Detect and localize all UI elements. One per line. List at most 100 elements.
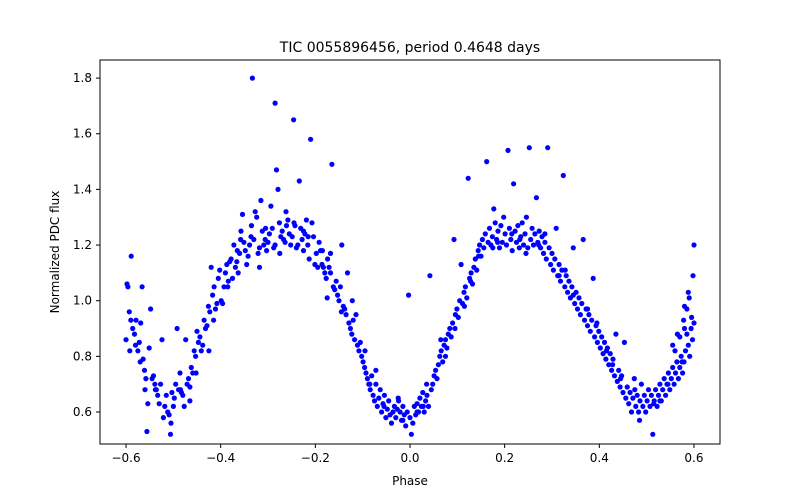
y-tick-label: 0.8 <box>73 349 92 363</box>
data-point <box>637 398 643 404</box>
data-point <box>269 225 275 231</box>
data-point <box>665 381 671 387</box>
data-point <box>634 392 640 398</box>
data-point <box>508 236 514 243</box>
data-point <box>655 392 662 398</box>
data-point <box>414 409 420 415</box>
data-point <box>320 264 326 270</box>
data-point <box>327 250 334 256</box>
data-point <box>636 409 642 415</box>
data-point <box>211 284 217 290</box>
data-point <box>671 381 677 387</box>
data-point <box>155 392 161 398</box>
data-point <box>528 236 534 243</box>
data-point <box>474 267 480 273</box>
data-point <box>577 312 584 318</box>
data-point <box>244 261 250 268</box>
data-point <box>339 242 345 248</box>
data-point <box>543 256 549 262</box>
data-point <box>442 353 449 359</box>
data-point <box>653 387 659 393</box>
data-point <box>496 245 503 251</box>
data-point <box>489 234 495 240</box>
data-point <box>631 376 637 382</box>
data-point <box>502 231 508 237</box>
data-point <box>261 242 267 248</box>
data-point <box>245 253 251 259</box>
data-point <box>433 367 439 373</box>
data-point <box>400 417 406 423</box>
data-point <box>644 398 650 404</box>
data-point <box>251 236 257 243</box>
data-point <box>225 278 231 284</box>
data-point <box>258 197 264 204</box>
data-point <box>408 431 414 437</box>
data-point <box>613 331 619 337</box>
data-point <box>479 236 485 243</box>
data-point <box>288 242 294 248</box>
data-point <box>383 415 389 421</box>
data-point <box>685 289 691 295</box>
data-point <box>420 403 426 409</box>
data-point <box>235 270 241 276</box>
data-point <box>458 261 464 268</box>
data-point <box>152 387 158 393</box>
data-point <box>562 267 568 273</box>
data-point <box>481 245 487 251</box>
data-point <box>670 364 676 371</box>
data-point <box>451 236 457 243</box>
data-point <box>272 242 278 248</box>
data-point <box>163 392 169 398</box>
data-point <box>206 348 212 354</box>
data-point <box>238 228 244 234</box>
data-point <box>144 428 150 435</box>
data-point <box>133 317 139 323</box>
data-point <box>193 370 199 376</box>
data-point <box>468 278 474 284</box>
x-tick-label: −0.2 <box>301 451 330 465</box>
data-point <box>427 273 433 279</box>
data-point <box>371 398 378 404</box>
chart-title: TIC 0055896456, period 0.4648 days <box>279 40 540 56</box>
data-point <box>465 175 471 181</box>
data-point <box>499 239 505 245</box>
data-point <box>142 387 148 393</box>
data-point <box>231 242 237 248</box>
data-point <box>468 270 474 276</box>
data-point <box>198 348 204 354</box>
data-point <box>185 376 192 382</box>
y-axis-label: Normalized PDC flux <box>48 191 62 314</box>
data-point <box>148 306 154 312</box>
data-point <box>167 431 174 437</box>
data-point <box>195 339 201 345</box>
data-point <box>350 317 356 323</box>
data-point <box>373 367 379 373</box>
data-point <box>315 264 321 270</box>
data-point <box>228 256 234 262</box>
data-point <box>282 239 288 245</box>
data-point <box>681 303 688 309</box>
data-point <box>160 415 166 421</box>
data-point <box>536 228 542 234</box>
data-point <box>685 342 691 348</box>
data-point <box>300 248 307 254</box>
data-point <box>319 248 325 254</box>
data-point <box>303 217 309 223</box>
data-point <box>584 306 591 312</box>
data-point <box>641 392 647 398</box>
data-point <box>435 362 441 368</box>
data-point <box>337 284 343 290</box>
data-point <box>323 275 329 281</box>
data-point <box>139 284 145 290</box>
data-point <box>533 195 540 201</box>
data-point <box>377 387 383 393</box>
data-point <box>681 317 687 323</box>
data-point <box>242 248 248 254</box>
data-point <box>305 242 311 248</box>
data-points <box>123 75 697 437</box>
data-point <box>329 161 335 167</box>
data-point <box>627 389 633 396</box>
data-point <box>509 231 515 237</box>
data-point <box>490 245 496 251</box>
data-point <box>407 415 413 421</box>
